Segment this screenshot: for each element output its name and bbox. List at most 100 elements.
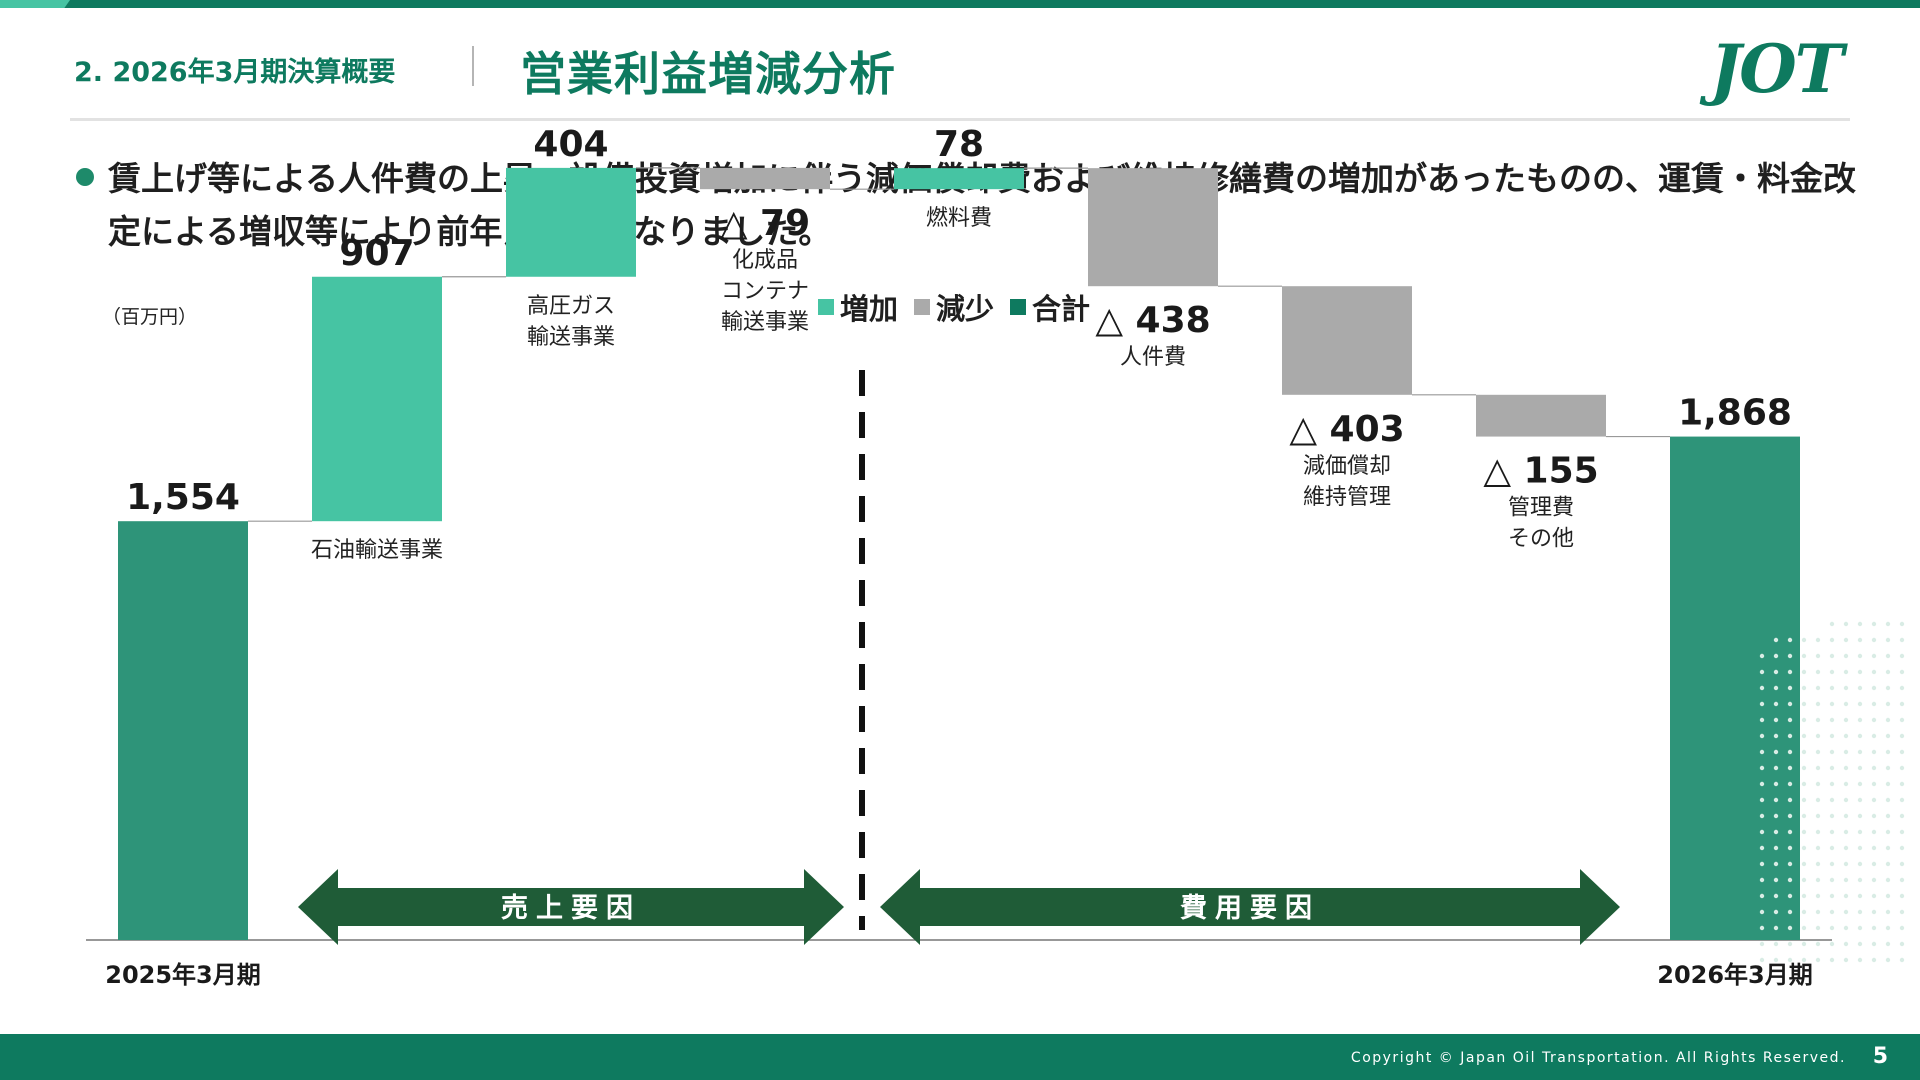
decor-dot — [1871, 669, 1877, 675]
decor-dot — [1829, 813, 1835, 819]
decor-dot — [1843, 941, 1849, 947]
decor-dot — [1899, 781, 1905, 787]
decor-dot — [1787, 861, 1793, 867]
decor-dot — [1885, 797, 1891, 803]
decor-dot — [1773, 845, 1779, 851]
decor-dot — [1759, 861, 1765, 867]
bar-4 — [894, 168, 1024, 190]
decor-dot — [1759, 845, 1765, 851]
decor-dot — [1885, 909, 1891, 915]
decor-dot — [1829, 909, 1835, 915]
decor-dot — [1829, 861, 1835, 867]
decor-dot — [1759, 749, 1765, 755]
decor-dot — [1871, 749, 1877, 755]
decor-dot — [1871, 733, 1877, 739]
decor-dot — [1801, 637, 1807, 643]
decor-dot — [1899, 637, 1905, 643]
decor-dot — [1871, 957, 1877, 963]
decor-dot — [1801, 781, 1807, 787]
decor-dot — [1773, 941, 1779, 947]
legend-decrease: 減少 — [914, 286, 994, 328]
decor-dot — [1829, 941, 1835, 947]
decor-dot — [1815, 781, 1821, 787]
decor-dot — [1871, 781, 1877, 787]
decor-dot — [1885, 653, 1891, 659]
decor-dot — [1815, 845, 1821, 851]
bar-2 — [506, 167, 636, 277]
decor-dot — [1829, 637, 1835, 643]
category-label-3-2: 輸送事業 — [721, 310, 809, 335]
decor-dot — [1801, 845, 1807, 851]
decor-dot — [1885, 845, 1891, 851]
decor-dot — [1801, 813, 1807, 819]
decor-dot — [1759, 765, 1765, 771]
decor-dot — [1815, 829, 1821, 835]
decor-dot — [1871, 829, 1877, 835]
decor-dot — [1857, 621, 1863, 627]
decor-dot — [1773, 765, 1779, 771]
decor-dot — [1843, 893, 1849, 899]
legend-decrease-label: 減少 — [936, 292, 995, 326]
header-rule — [70, 118, 1850, 121]
category-label-4-0: 燃料費 — [926, 206, 992, 231]
bar-5 — [1088, 168, 1218, 287]
decor-dot — [1857, 797, 1863, 803]
decor-dot — [1885, 861, 1891, 867]
decor-dot — [1871, 941, 1877, 947]
decor-dot — [1857, 941, 1863, 947]
decor-dot — [1815, 669, 1821, 675]
decor-dot — [1759, 877, 1765, 883]
header-divider — [472, 46, 474, 86]
category-label-1-0: 石油輸送事業 — [311, 538, 443, 563]
category-label-3-0: 化成品 — [732, 248, 798, 273]
decor-dot — [1871, 877, 1877, 883]
decor-dot — [1885, 893, 1891, 899]
decor-dot — [1815, 877, 1821, 883]
decor-dot — [1899, 797, 1905, 803]
bar-7 — [1476, 394, 1606, 437]
decor-dot — [1829, 925, 1835, 931]
legend-total: 合計 — [1010, 286, 1090, 328]
decor-dot — [1899, 861, 1905, 867]
decor-dot — [1829, 749, 1835, 755]
decor-dot — [1885, 877, 1891, 883]
decor-dot — [1857, 813, 1863, 819]
data-label-4: 78 — [934, 124, 984, 165]
decor-dot — [1801, 861, 1807, 867]
decor-dot — [1843, 621, 1849, 627]
decor-dot — [1787, 637, 1793, 643]
decor-dot — [1857, 749, 1863, 755]
category-label-3-1: コンテナ — [721, 279, 809, 304]
decor-dot — [1899, 941, 1905, 947]
decor-dot — [1801, 909, 1807, 915]
decor-dot — [1829, 621, 1835, 627]
decor-dot — [1857, 861, 1863, 867]
data-label-6: △ 403 — [1289, 409, 1404, 450]
decor-dot — [1857, 845, 1863, 851]
decor-dot — [1857, 765, 1863, 771]
decor-dot — [1899, 893, 1905, 899]
decor-dot — [1773, 893, 1779, 899]
group-arrow-1 — [880, 869, 1620, 945]
decor-dot — [1773, 925, 1779, 931]
decor-dot — [1885, 621, 1891, 627]
legend-increase-swatch — [818, 299, 834, 315]
decor-dot — [1801, 653, 1807, 659]
decor-dot — [1829, 669, 1835, 675]
decor-dot — [1759, 781, 1765, 787]
decor-dot — [1899, 845, 1905, 851]
data-label-2: 404 — [533, 124, 608, 165]
decor-dot — [1759, 717, 1765, 723]
data-label-0: 1,554 — [126, 477, 240, 518]
decor-dot — [1773, 877, 1779, 883]
page-number: 5 — [1872, 1044, 1888, 1069]
top-accent-stripe — [0, 0, 70, 8]
decor-dot — [1899, 733, 1905, 739]
decor-dot — [1759, 701, 1765, 707]
category-label-7-1: その他 — [1508, 527, 1574, 552]
decor-dot — [1857, 829, 1863, 835]
decor-dot — [1885, 669, 1891, 675]
decor-dot — [1815, 685, 1821, 691]
decor-dot — [1871, 637, 1877, 643]
